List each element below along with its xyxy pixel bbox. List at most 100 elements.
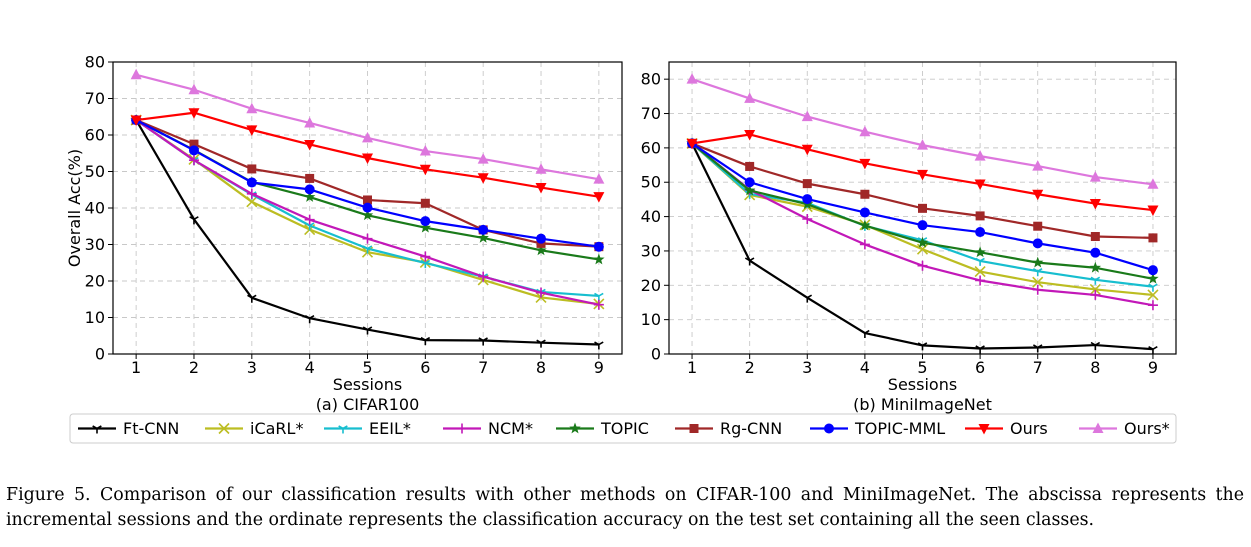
data-point	[304, 222, 315, 231]
legend-item-ours: Ours*	[1079, 419, 1170, 438]
data-point	[1148, 233, 1158, 243]
data-point	[802, 194, 813, 205]
data-point	[974, 179, 986, 190]
y-tick-label: 70	[641, 104, 661, 123]
legend-label: EEIL*	[369, 419, 411, 438]
data-point	[246, 196, 258, 208]
legend-marker	[978, 424, 990, 435]
x-axis-label: Sessions	[333, 375, 402, 394]
data-point	[1147, 289, 1159, 301]
x-tick-label: 6	[975, 358, 985, 377]
data-point	[1148, 345, 1158, 355]
data-point	[1147, 265, 1158, 276]
x-tick-label: 7	[478, 358, 488, 377]
legend-item-ft-cnn: Ft-CNN	[78, 419, 179, 438]
data-point	[744, 92, 756, 103]
y-tick-label: 80	[85, 53, 105, 72]
data-point	[593, 241, 604, 252]
data-point	[918, 203, 927, 213]
x-tick-label: 6	[420, 358, 430, 377]
data-point	[189, 216, 199, 225]
data-point	[363, 195, 372, 205]
panel-title: (b) MiniImageNet	[853, 395, 992, 414]
legend-marker	[92, 425, 102, 434]
data-point	[362, 326, 373, 335]
data-point	[975, 345, 985, 354]
data-point	[1032, 344, 1043, 353]
data-point	[536, 339, 546, 348]
x-tick-label: 9	[1148, 358, 1158, 377]
data-point	[303, 191, 316, 202]
data-point	[975, 257, 985, 266]
y-tick-label: 10	[85, 308, 105, 327]
data-point	[1090, 232, 1100, 242]
x-tick-label: 2	[189, 358, 199, 377]
legend-marker	[218, 422, 230, 435]
data-point	[974, 246, 986, 258]
data-point	[593, 253, 605, 265]
x-tick-label: 2	[745, 358, 755, 377]
y-tick-label: 50	[641, 173, 661, 192]
data-point	[975, 275, 986, 286]
data-point	[304, 214, 315, 225]
data-point	[1089, 283, 1101, 295]
data-point	[917, 342, 928, 351]
legend-marker	[824, 423, 834, 434]
y-tick-label: 60	[641, 138, 661, 157]
data-point	[189, 139, 199, 149]
data-point	[593, 299, 604, 310]
y-axis-label: Overall Acc(%)	[65, 149, 84, 267]
data-point	[594, 341, 604, 350]
data-point	[420, 259, 431, 269]
data-point	[745, 161, 755, 171]
data-point	[1148, 283, 1158, 292]
panel-title: (a) CIFAR100	[316, 395, 420, 414]
data-point	[917, 220, 928, 231]
data-point	[246, 102, 258, 114]
data-point	[686, 138, 698, 150]
legend-marker	[338, 425, 348, 434]
legend-marker	[1092, 422, 1104, 433]
data-point	[1090, 341, 1101, 351]
data-point	[917, 169, 928, 181]
series-ours	[686, 73, 1159, 189]
legend-item-ours: Ours	[965, 419, 1048, 438]
data-point	[1032, 268, 1043, 277]
legend-item-rg-cnn: Rg-CNN	[675, 419, 782, 438]
legend-item-topic: TOPIC	[556, 419, 649, 438]
data-point	[974, 265, 986, 278]
data-point	[859, 125, 871, 137]
data-point	[419, 145, 431, 156]
legend-label: NCM*	[488, 419, 533, 438]
data-point	[859, 158, 871, 170]
x-axis-label: Sessions	[888, 375, 957, 394]
data-point	[1033, 221, 1043, 231]
data-point	[974, 150, 986, 161]
data-point	[477, 153, 489, 164]
data-point	[1089, 261, 1102, 273]
y-tick-label: 60	[85, 126, 105, 145]
data-point	[478, 271, 489, 282]
series-topic-mml	[687, 138, 1158, 276]
legend-label: Ours*	[1124, 419, 1170, 438]
data-point	[1147, 300, 1158, 311]
data-point	[247, 164, 257, 174]
data-point	[860, 329, 870, 339]
data-point	[535, 244, 547, 256]
data-point	[916, 243, 929, 255]
data-point	[420, 198, 430, 208]
data-point	[1032, 276, 1044, 288]
y-tick-label: 70	[85, 89, 105, 108]
legend-marker	[569, 422, 581, 434]
data-point	[1147, 272, 1159, 284]
data-point	[535, 163, 547, 174]
series-ours	[130, 68, 605, 184]
x-tick-label: 4	[860, 358, 870, 377]
legend-label: TOPIC-MML	[854, 419, 945, 438]
data-point	[420, 336, 431, 346]
legend-item-eeil: EEIL*	[324, 419, 411, 438]
data-point	[304, 139, 316, 151]
data-point	[1090, 289, 1101, 300]
data-point	[1032, 189, 1044, 201]
